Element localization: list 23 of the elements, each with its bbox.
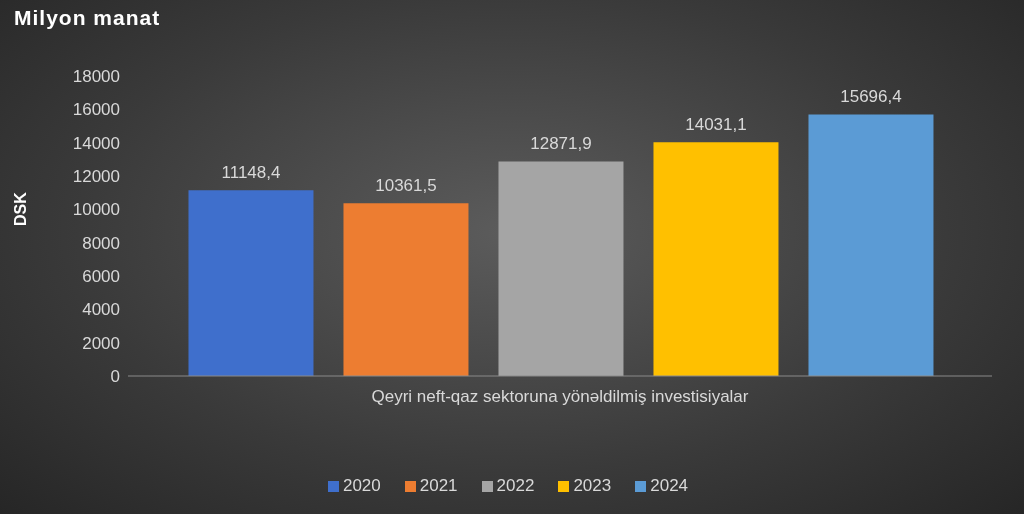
legend-label: 2023 [573,476,612,495]
legend-label: 2022 [496,476,535,495]
y-tick-label: 16000 [72,100,120,120]
x-tick-label: Qeyri neft-qaz sektoruna yönəldilmiş investisiyalar [371,387,749,407]
y-tick-label: 6000 [82,267,120,287]
y-tick-label: 12000 [72,167,120,187]
y-tick-label: 4000 [82,300,120,320]
y-tick-label: 14000 [72,133,120,153]
y-tick-label: 18000 [72,67,120,87]
data-label: 12871,9 [530,134,592,154]
y-tick-label: 2000 [82,333,120,353]
data-label: 11148,4 [221,163,281,183]
legend-label: 2020 [342,476,381,495]
y-tick-label: 8000 [82,233,120,253]
legend-label: 2021 [419,476,458,495]
legend-label: 2024 [650,476,689,495]
chart-title: Milyon manat [14,6,161,30]
data-label: 10361,5 [375,176,437,196]
data-label: 15696,4 [840,87,902,107]
y-axis-title: DSK [11,191,29,226]
y-tick-label: 0 [110,367,120,387]
data-label: 14031,1 [685,115,747,135]
y-tick-label: 10000 [72,200,120,220]
